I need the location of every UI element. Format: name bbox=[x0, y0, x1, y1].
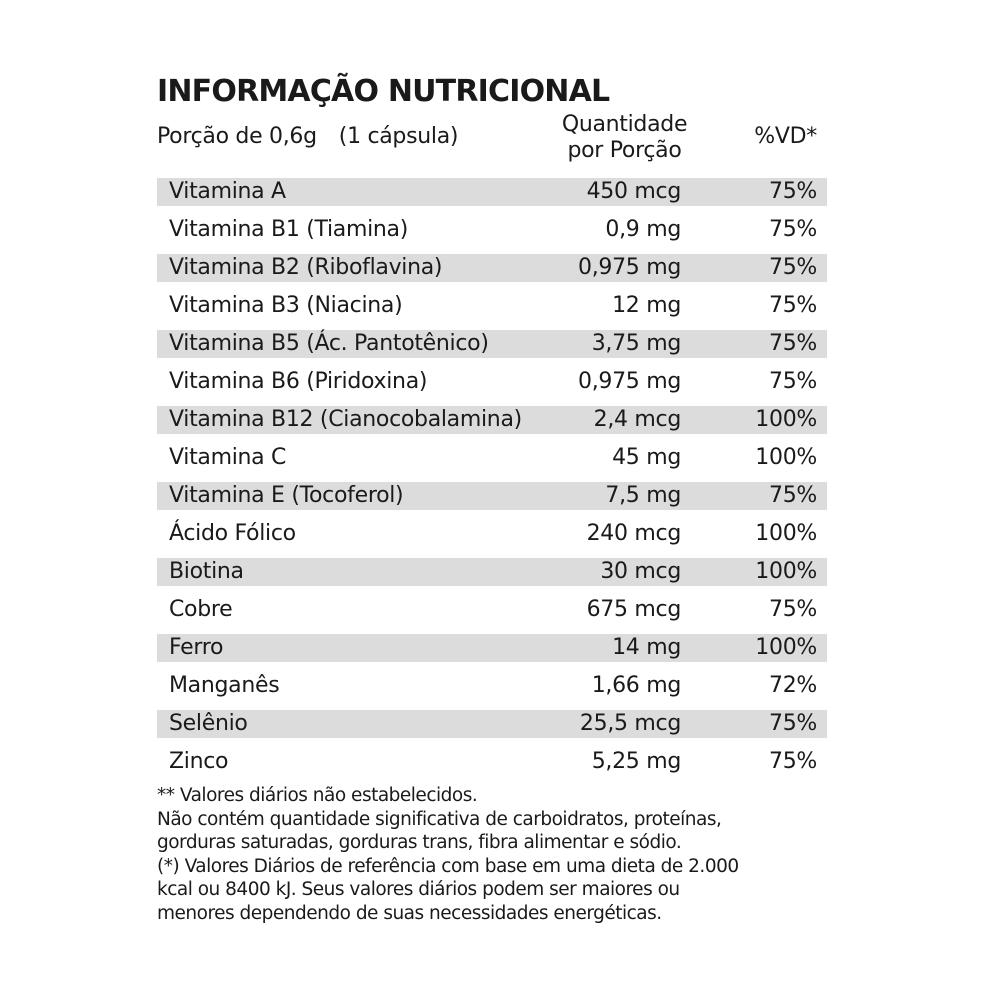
table-row: Vitamina B2 (Riboflavina) 0,975 mg 75% bbox=[157, 250, 827, 288]
nutrient-amount: 0,9 mg bbox=[605, 217, 681, 242]
table-row: Vitamina B3 (Niacina) 12 mg 75% bbox=[157, 288, 827, 326]
nutrient-daily-value: 75% bbox=[769, 597, 817, 622]
nutrient-name: Vitamina B12 (Cianocobalamina) bbox=[169, 407, 522, 432]
table-row: Vitamina B6 (Piridoxina) 0,975 mg 75% bbox=[157, 364, 827, 402]
footnotes: ** Valores diários não estabelecidos. Não… bbox=[157, 784, 827, 925]
nutrient-name: Vitamina C bbox=[169, 445, 287, 470]
table-row: Selênio 25,5 mcg 75% bbox=[157, 706, 827, 744]
nutrient-daily-value: 75% bbox=[769, 369, 817, 394]
table-row: Manganês 1,66 mg 72% bbox=[157, 668, 827, 706]
capsule-count: (1 cápsula) bbox=[338, 124, 459, 149]
nutrient-name: Vitamina B3 (Niacina) bbox=[169, 293, 403, 318]
nutrient-amount: 1,66 mg bbox=[591, 673, 682, 698]
nutrient-amount: 7,5 mg bbox=[605, 483, 681, 508]
table-row: Vitamina C 45 mg 100% bbox=[157, 440, 827, 478]
nutrient-daily-value: 100% bbox=[755, 635, 817, 660]
table-row: Vitamina B5 (Ác. Pantotênico) 3,75 mg 75% bbox=[157, 326, 827, 364]
table-row: Vitamina A 450 mcg 75% bbox=[157, 174, 827, 212]
nutrient-name: Vitamina B1 (Tiamina) bbox=[169, 217, 409, 242]
nutrient-table: Vitamina A 450 mcg 75% Vitamina B1 (Tiamina… bbox=[157, 174, 827, 782]
table-row: Ácido Fólico 240 mcg 100% bbox=[157, 516, 827, 554]
nutrient-name: Biotina bbox=[169, 559, 244, 584]
footnote-line: Não contém quantidade significativa de c… bbox=[157, 808, 722, 830]
table-row: Ferro 14 mg 100% bbox=[157, 630, 827, 668]
portion-label: Porção de 0,6g (1 cápsula) bbox=[157, 124, 458, 149]
nutrient-daily-value: 75% bbox=[769, 293, 817, 318]
nutrient-name: Selênio bbox=[169, 711, 248, 736]
nutrient-name: Cobre bbox=[169, 597, 233, 622]
nutrient-amount: 45 mg bbox=[612, 445, 681, 470]
table-header: Porção de 0,6g (1 cápsula) Quantidade por… bbox=[157, 112, 827, 174]
nutrient-name: Ferro bbox=[169, 635, 224, 660]
footnote-line: ** Valores diários não estabelecidos. bbox=[157, 785, 478, 806]
table-row: Cobre 675 mcg 75% bbox=[157, 592, 827, 630]
nutrient-daily-value: 72% bbox=[769, 673, 817, 698]
nutrient-daily-value: 75% bbox=[769, 179, 817, 204]
table-row: Vitamina E (Tocoferol) 7,5 mg 75% bbox=[157, 478, 827, 516]
quantity-header: Quantidade por Porção bbox=[547, 112, 702, 164]
nutrition-title: INFORMAÇÃO NUTRICIONAL bbox=[157, 74, 610, 109]
nutrient-name: Vitamina A bbox=[169, 179, 286, 204]
nutrient-daily-value: 100% bbox=[755, 559, 817, 584]
footnote-line: (*) Valores Diários de referência com ba… bbox=[157, 855, 739, 877]
nutrition-facts-panel: INFORMAÇÃO NUTRICIONAL Porção de 0,6g (1 … bbox=[157, 72, 827, 925]
nutrient-daily-value: 100% bbox=[755, 521, 817, 546]
nutrient-daily-value: 75% bbox=[769, 749, 817, 774]
nutrient-daily-value: 75% bbox=[769, 483, 817, 508]
footnote-line: kcal ou 8400 kJ. Seus valores diários po… bbox=[157, 879, 680, 900]
nutrient-daily-value: 75% bbox=[769, 711, 817, 736]
nutrient-daily-value: 100% bbox=[755, 407, 817, 432]
nutrient-amount: 12 mg bbox=[612, 293, 681, 318]
nutrient-amount: 240 mcg bbox=[586, 521, 682, 546]
nutrient-daily-value: 100% bbox=[755, 445, 817, 470]
table-row: Vitamina B1 (Tiamina) 0,9 mg 75% bbox=[157, 212, 827, 250]
nutrient-daily-value: 75% bbox=[769, 255, 817, 280]
portion-size: Porção de 0,6g bbox=[157, 124, 317, 149]
table-row: Zinco 5,25 mg 75% bbox=[157, 744, 827, 782]
nutrient-name: Vitamina B2 (Riboflavina) bbox=[169, 255, 443, 280]
nutrient-amount: 14 mg bbox=[612, 635, 681, 660]
nutrient-amount: 0,975 mg bbox=[578, 255, 681, 280]
footnote-line: gorduras saturadas, gorduras trans, fibr… bbox=[157, 832, 682, 853]
footnote-line: menores dependendo de suas necessidades … bbox=[157, 902, 662, 924]
table-row: Biotina 30 mcg 100% bbox=[157, 554, 827, 592]
nutrient-amount: 5,25 mg bbox=[591, 749, 682, 774]
nutrient-amount: 2,4 mcg bbox=[593, 407, 682, 432]
nutrient-name: Vitamina B6 (Piridoxina) bbox=[169, 369, 428, 394]
nutrient-name: Ácido Fólico bbox=[169, 521, 296, 546]
nutrient-name: Manganês bbox=[169, 673, 280, 698]
nutrient-name: Vitamina E (Tocoferol) bbox=[169, 483, 404, 508]
nutrient-amount: 30 mcg bbox=[600, 559, 681, 584]
nutrient-name: Vitamina B5 (Ác. Pantotênico) bbox=[169, 331, 489, 356]
nutrient-daily-value: 75% bbox=[769, 217, 817, 242]
daily-value-header: %VD* bbox=[754, 124, 817, 149]
nutrient-amount: 450 mcg bbox=[586, 179, 682, 204]
quantity-header-line1: Quantidade bbox=[561, 112, 688, 137]
quantity-header-line2: por Porção bbox=[567, 138, 682, 163]
nutrient-amount: 25,5 mcg bbox=[579, 711, 681, 736]
nutrient-daily-value: 75% bbox=[769, 331, 817, 356]
nutrient-amount: 3,75 mg bbox=[591, 331, 682, 356]
table-row: Vitamina B12 (Cianocobalamina) 2,4 mcg 100… bbox=[157, 402, 827, 440]
nutrient-amount: 675 mcg bbox=[586, 597, 682, 622]
nutrient-name: Zinco bbox=[169, 749, 229, 774]
nutrient-amount: 0,975 mg bbox=[578, 369, 681, 394]
